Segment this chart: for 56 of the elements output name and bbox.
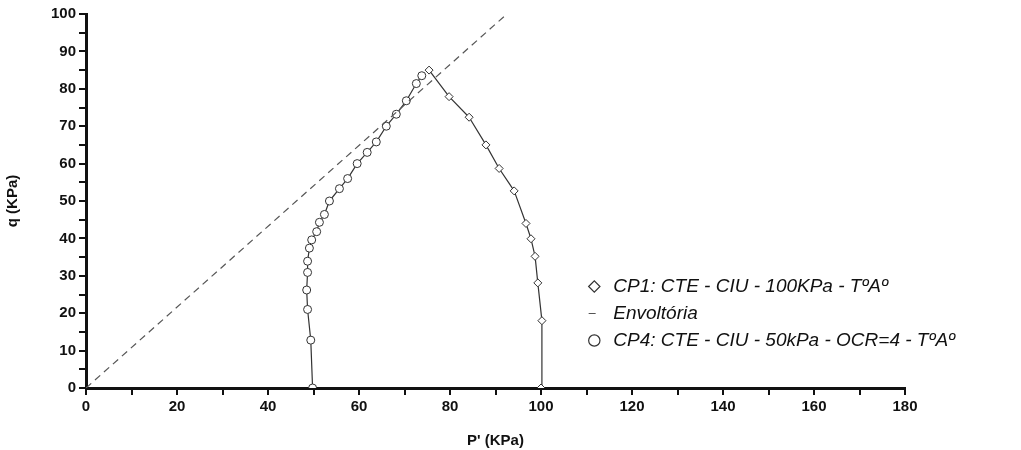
point xyxy=(324,196,334,206)
x-tick-label: 80 xyxy=(441,397,459,415)
y-tick-label: 30 xyxy=(59,265,76,283)
point xyxy=(304,243,314,253)
legend-label: Envoltória xyxy=(613,301,698,323)
x-tick-label: 0 xyxy=(81,397,91,415)
point xyxy=(533,278,543,288)
point xyxy=(494,163,504,173)
y-tick-label: 0 xyxy=(67,378,76,396)
y-axis-title: q (KPa) xyxy=(3,174,21,228)
x-tick-label: 60 xyxy=(350,397,368,415)
point xyxy=(521,218,531,228)
point xyxy=(302,285,312,295)
point xyxy=(530,251,540,261)
point xyxy=(411,79,421,89)
point xyxy=(306,335,316,345)
y-tick-label: 40 xyxy=(59,228,76,246)
point xyxy=(314,217,324,227)
x-tick-label: 140 xyxy=(710,397,736,415)
x-tick-label: 40 xyxy=(259,397,277,415)
point xyxy=(464,112,474,122)
x-tick-label: 180 xyxy=(892,397,918,415)
point xyxy=(537,316,547,326)
y-tick-label: 80 xyxy=(59,78,76,96)
y-tick-label: 100 xyxy=(50,4,76,22)
point xyxy=(362,147,372,157)
point xyxy=(424,65,434,75)
point xyxy=(352,159,362,169)
point xyxy=(401,96,411,106)
x-tick-label: 160 xyxy=(801,397,827,415)
point xyxy=(312,227,322,237)
point xyxy=(303,256,313,266)
point xyxy=(509,186,519,196)
point xyxy=(303,304,313,314)
legend-label: CP4: CTE - CIU - 50kPa - OCR=4 - TºAº xyxy=(613,328,957,350)
point xyxy=(526,234,536,244)
point xyxy=(334,184,344,194)
point xyxy=(481,140,491,150)
point xyxy=(343,174,353,184)
point xyxy=(307,235,317,245)
y-tick-label: 10 xyxy=(59,340,76,358)
point xyxy=(303,267,313,277)
y-tick-label: 50 xyxy=(59,191,76,209)
x-tick-label: 20 xyxy=(168,397,186,415)
y-tick-label: 70 xyxy=(59,116,76,134)
x-tick-label: 120 xyxy=(619,397,645,415)
y-tick-label: 90 xyxy=(59,41,76,59)
x-axis-title: P' (KPa) xyxy=(467,431,524,449)
x-tick-label: 100 xyxy=(528,397,554,415)
point xyxy=(371,137,381,147)
y-tick-label: 60 xyxy=(59,153,76,171)
point xyxy=(319,209,329,219)
legend-label: CP1: CTE - CIU - 100KPa - TºAº xyxy=(613,274,890,296)
y-tick-label: 20 xyxy=(59,303,76,321)
point xyxy=(417,71,427,81)
point xyxy=(444,92,454,102)
